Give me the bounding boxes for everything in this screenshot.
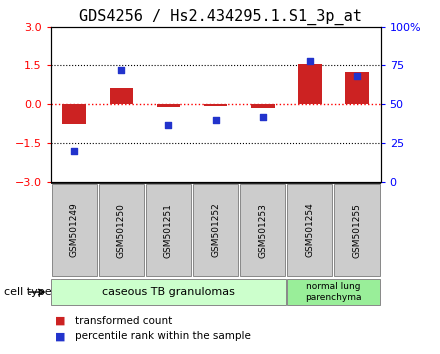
Point <box>212 117 219 123</box>
Text: GSM501253: GSM501253 <box>258 202 267 258</box>
Bar <box>240 184 285 276</box>
Point <box>259 114 266 120</box>
Text: caseous TB granulomas: caseous TB granulomas <box>102 287 235 297</box>
Bar <box>51 184 97 276</box>
Text: normal lung
parenchyma: normal lung parenchyma <box>305 282 362 302</box>
Point <box>306 58 313 64</box>
Text: GSM501255: GSM501255 <box>352 202 362 258</box>
Text: GSM501249: GSM501249 <box>70 203 79 257</box>
Bar <box>157 104 180 107</box>
Bar <box>334 184 380 276</box>
Text: GSM501252: GSM501252 <box>211 203 220 257</box>
Text: GSM501251: GSM501251 <box>164 202 173 258</box>
Bar <box>51 279 286 305</box>
Text: GSM501250: GSM501250 <box>117 202 126 258</box>
Point <box>118 67 125 73</box>
Bar <box>298 64 322 104</box>
Text: percentile rank within the sample: percentile rank within the sample <box>75 331 251 341</box>
Text: ■: ■ <box>55 316 66 326</box>
Point <box>353 74 360 79</box>
Text: transformed count: transformed count <box>75 316 172 326</box>
Text: ■: ■ <box>55 331 66 341</box>
Bar <box>287 279 380 305</box>
Bar <box>193 184 238 276</box>
Bar <box>345 72 369 104</box>
Bar <box>110 87 133 104</box>
Text: GDS4256 / Hs2.434295.1.S1_3p_at: GDS4256 / Hs2.434295.1.S1_3p_at <box>79 9 361 25</box>
Bar <box>287 184 333 276</box>
Text: GSM501254: GSM501254 <box>305 203 315 257</box>
Bar <box>62 104 86 124</box>
Bar <box>204 104 227 106</box>
Text: cell type: cell type <box>4 287 52 297</box>
Bar <box>99 184 144 276</box>
Point <box>165 122 172 127</box>
Point <box>71 148 78 154</box>
Bar <box>146 184 191 276</box>
Bar <box>251 104 275 108</box>
